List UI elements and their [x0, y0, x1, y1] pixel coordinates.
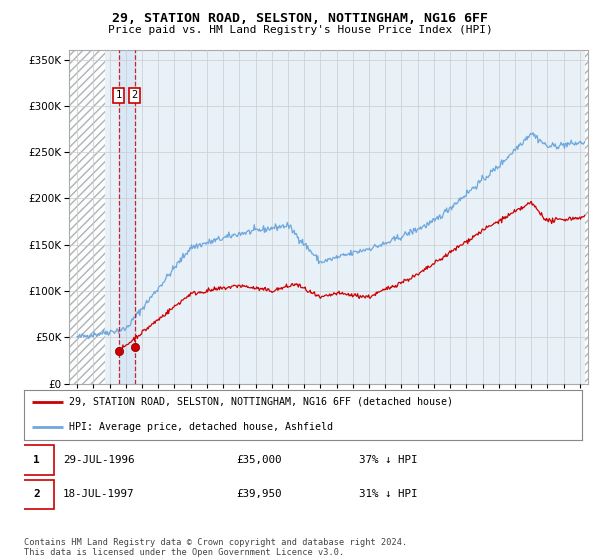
FancyBboxPatch shape	[20, 445, 54, 475]
Text: £39,950: £39,950	[236, 489, 281, 500]
Text: Price paid vs. HM Land Registry's House Price Index (HPI): Price paid vs. HM Land Registry's House …	[107, 25, 493, 35]
Text: HPI: Average price, detached house, Ashfield: HPI: Average price, detached house, Ashf…	[68, 422, 332, 432]
Text: 31% ↓ HPI: 31% ↓ HPI	[359, 489, 418, 500]
Bar	[69, 50, 104, 384]
Text: 2: 2	[34, 489, 40, 500]
FancyBboxPatch shape	[20, 479, 54, 510]
Text: 1: 1	[34, 455, 40, 465]
Text: 2: 2	[131, 90, 138, 100]
Text: 18-JUL-1997: 18-JUL-1997	[63, 489, 134, 500]
Text: £35,000: £35,000	[236, 455, 281, 465]
Text: 29, STATION ROAD, SELSTON, NOTTINGHAM, NG16 6FF: 29, STATION ROAD, SELSTON, NOTTINGHAM, N…	[112, 12, 488, 25]
Text: 29-JUL-1996: 29-JUL-1996	[63, 455, 134, 465]
Text: 1: 1	[116, 90, 122, 100]
Text: 37% ↓ HPI: 37% ↓ HPI	[359, 455, 418, 465]
Text: Contains HM Land Registry data © Crown copyright and database right 2024.
This d: Contains HM Land Registry data © Crown c…	[24, 538, 407, 557]
Bar	[119, 50, 134, 384]
Text: 29, STATION ROAD, SELSTON, NOTTINGHAM, NG16 6FF (detached house): 29, STATION ROAD, SELSTON, NOTTINGHAM, N…	[68, 396, 452, 407]
Bar	[585, 50, 596, 384]
